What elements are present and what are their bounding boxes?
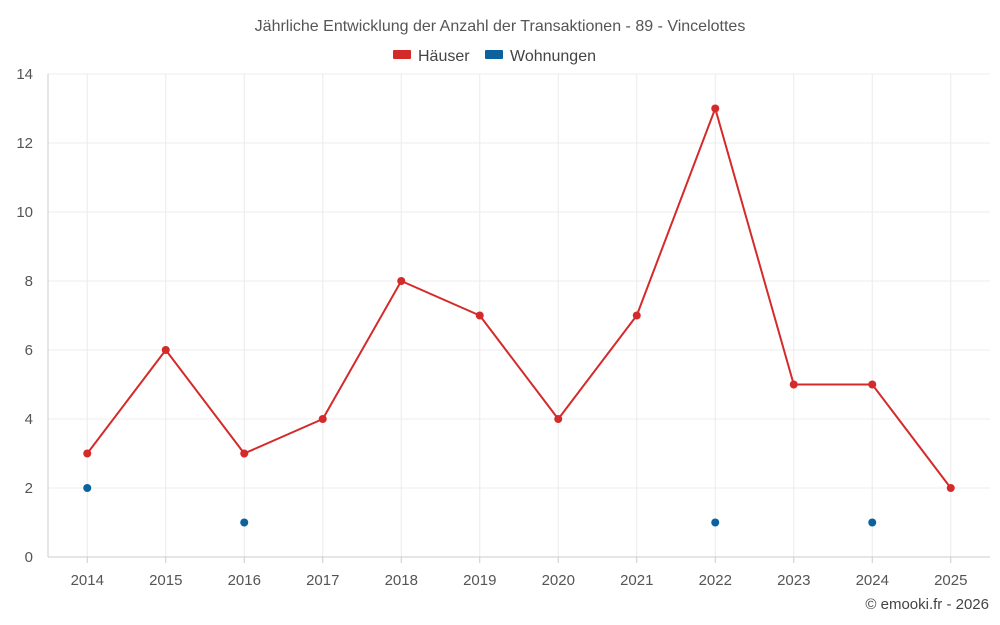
legend: Häuser Wohnungen	[393, 48, 596, 65]
legend-item-wohnungen[interactable]: Wohnungen	[485, 48, 596, 65]
data-point-haeuser-2017[interactable]	[318, 415, 327, 423]
data-point-wohnungen-2016[interactable]	[240, 518, 249, 527]
data-point-haeuser-2025[interactable]	[946, 484, 955, 492]
credit-text: © emooki.fr - 2026	[865, 596, 989, 613]
series-layer	[83, 104, 955, 527]
data-point-haeuser-2014[interactable]	[83, 449, 92, 458]
x-tick-label: 2023	[777, 572, 810, 589]
data-point-haeuser-2023[interactable]	[789, 380, 798, 389]
data-point-wohnungen-2014[interactable]	[83, 484, 92, 492]
y-tick-label: 4	[25, 411, 33, 428]
legend-label-wohnungen: Wohnungen	[510, 48, 596, 65]
x-tick-label: 2016	[228, 572, 261, 589]
y-tick-label: 0	[25, 549, 33, 566]
data-point-haeuser-2019[interactable]	[475, 311, 484, 320]
y-tick-label: 8	[25, 273, 33, 290]
x-tick-label: 2017	[306, 572, 339, 589]
x-tick-label: 2021	[620, 572, 653, 589]
x-tick-label: 2015	[149, 572, 182, 589]
legend-swatch-haeuser	[393, 50, 411, 59]
series-wohnungen	[83, 484, 877, 527]
y-tick-label: 6	[25, 342, 33, 359]
x-tick-label: 2024	[856, 572, 889, 589]
legend-item-haeuser[interactable]: Häuser	[393, 48, 470, 65]
axes: 0 2 4 6 8 10 12 14 2014 2015 2016 2017 2018 2019 2020 2…	[16, 66, 990, 589]
data-point-haeuser-2020[interactable]	[554, 415, 563, 423]
grid	[48, 73, 990, 557]
x-tick-label: 2020	[542, 572, 575, 589]
series-line-haeuser	[86, 107, 952, 489]
chart-title: Jährliche Entwicklung der Anzahl der Tra…	[255, 18, 746, 35]
data-point-haeuser-2015[interactable]	[161, 346, 170, 354]
legend-label-haeuser: Häuser	[418, 48, 470, 65]
y-tick-label: 12	[16, 135, 33, 152]
data-point-haeuser-2022[interactable]	[711, 104, 720, 113]
legend-swatch-wohnungen	[485, 50, 503, 59]
x-tick-label: 2018	[385, 572, 418, 589]
data-point-haeuser-2024[interactable]	[868, 380, 877, 389]
data-point-haeuser-2016[interactable]	[240, 449, 249, 458]
series-haeuser	[83, 104, 955, 492]
y-tick-label: 10	[16, 204, 33, 221]
x-tick-label: 2025	[934, 572, 967, 589]
y-tick-label: 14	[16, 66, 33, 83]
y-tick-label: 2	[25, 480, 33, 497]
data-point-wohnungen-2022[interactable]	[711, 518, 720, 527]
data-point-haeuser-2018[interactable]	[397, 277, 406, 285]
data-point-haeuser-2021[interactable]	[632, 311, 641, 320]
x-tick-label: 2019	[463, 572, 496, 589]
x-tick-label: 2014	[71, 572, 104, 589]
x-tick-label: 2022	[699, 572, 732, 589]
data-point-wohnungen-2024[interactable]	[868, 518, 877, 527]
